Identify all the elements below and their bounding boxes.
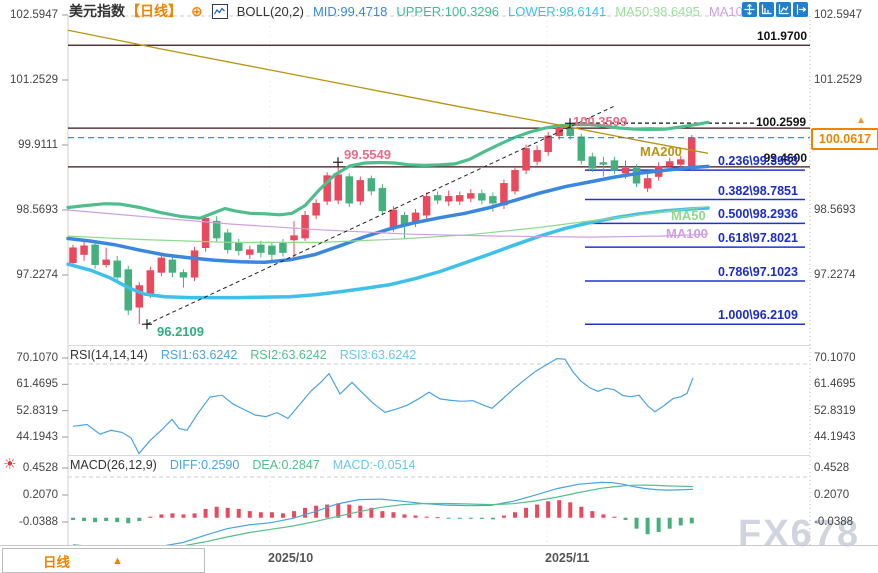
fib-label-1: 0.382\98.7851 (718, 183, 798, 198)
fib-label-4: 0.786\97.1023 (718, 265, 798, 280)
symbol-title: 美元指数 (69, 3, 125, 19)
rsi-axis-left-3: 44.1943 (16, 431, 58, 443)
macd-axis-left-0: 0.4528 (22, 462, 58, 474)
boll-lower-value: LOWER:98.6141 (508, 3, 607, 19)
scale-x-icon[interactable] (759, 2, 774, 17)
fib-label-3: 0.618\97.8021 (718, 231, 798, 246)
watermark: FX678 (738, 513, 860, 555)
chart-header: 美元指数 【日线】 ⊕ BOLL(20,2) MID:99.4718 UPPER:… (69, 1, 743, 21)
rsi-axis-left-1: 61.4695 (16, 378, 58, 391)
annotation-2: 100.3599 (573, 114, 628, 129)
macd-header: MACD(26,12,9) DIFF:0.2590 DEA:0.2847 MAC… (70, 458, 415, 472)
current-price-tag: 100.0617 (811, 127, 878, 150)
macd-axis-right-1: 0.2070 (814, 489, 850, 501)
add-indicator-icon[interactable]: ⊕ (191, 2, 203, 19)
sun-icon[interactable]: ☀ (3, 455, 17, 473)
month-label-0: 2025/10 (268, 551, 314, 565)
fib-label-2: 0.500\98.2936 (718, 207, 798, 222)
annotation-0: 96.2109 (157, 324, 204, 339)
fib-label-5: 1.000\96.2109 (718, 308, 798, 323)
macd-axis-right-0: 0.4528 (814, 462, 850, 474)
interval-tab-label: 日线 (43, 554, 70, 570)
level-label-2: 99.4600 (763, 150, 807, 165)
macd-diff-value: DIFF:0.2590 (169, 458, 240, 472)
boll-mid-value: MID:99.4718 (312, 3, 388, 19)
boll-upper-value: UPPER:100.3296 (396, 3, 499, 19)
annotation-3: MA200 (640, 144, 682, 159)
scale-y-icon[interactable] (776, 2, 791, 17)
rsi-axis-right-1: 61.4695 (814, 378, 856, 391)
indicator-chart-icon (211, 3, 228, 19)
price-axis-left-0: 102.5947 (10, 9, 58, 21)
rsi1-value: RSI1:63.6242 (160, 348, 238, 362)
time-axis-bar: 日线 ▲ (0, 545, 878, 573)
macd-axis-left-1: 0.2070 (22, 489, 58, 501)
fib-label-0: 0.236\99.3933 (718, 154, 798, 169)
rsi3-value: RSI3:63.6242 (339, 348, 417, 362)
rsi-title[interactable]: RSI(14,14,14) (70, 348, 148, 362)
rsi-axis-left-0: 70.1070 (16, 352, 58, 364)
macd-macd-value: MACD:-0.0514 (332, 458, 416, 472)
macd-axis-right-2: -0.0388 (814, 516, 854, 528)
price-axis-right-3: 97.2274 (814, 268, 856, 281)
interval-tab[interactable]: 日线 ▲ (2, 548, 205, 573)
price-axis-left-2: 99.9111 (18, 138, 58, 151)
level-label-1: 100.2599 (756, 115, 807, 130)
price-axis-right-0: 102.5947 (814, 9, 862, 21)
macd-dea-value: DEA:0.2847 (252, 458, 320, 472)
indicator-label[interactable]: BOLL(20,2) (236, 3, 304, 19)
annotation-4: MA50 (671, 208, 706, 223)
macd-axis-left-2: -0.0388 (18, 516, 58, 528)
rsi2-value: RSI2:63.6242 (250, 348, 327, 362)
price-axis-right-2: 98.5693 (814, 203, 856, 216)
price-axis-left-4: 97.2274 (16, 268, 58, 281)
price-axis-left-1: 101.2529 (10, 73, 58, 86)
ma10-label: MA10 (708, 3, 743, 19)
export-icon[interactable] (793, 2, 808, 17)
rsi-axis-left-2: 52.8319 (16, 404, 58, 417)
price-axis-right-1: 101.2529 (814, 73, 862, 86)
annotation-1: 99.5549 (344, 147, 391, 162)
macd-title[interactable]: MACD(26,12,9) (70, 458, 157, 472)
rsi-axis-right-0: 70.1070 (814, 352, 856, 364)
rsi-axis-right-3: 44.1943 (814, 431, 856, 443)
price-up-arrow-icon: ▲ (856, 114, 866, 126)
rsi-axis-right-2: 52.8319 (814, 404, 856, 417)
level-label-0: 101.9700 (756, 29, 807, 44)
annotation-5: MA100 (666, 226, 708, 241)
month-label-1: 2025/11 (545, 551, 590, 565)
rsi-header: RSI(14,14,14) RSI1:63.6242 RSI2:63.6242 … (70, 348, 416, 362)
pan-icon[interactable] (742, 2, 757, 17)
interval-tab-arrow-icon: ▲ (112, 554, 123, 567)
chart-toolbar (742, 2, 808, 17)
period-tag: 【日线】 (126, 3, 182, 19)
price-axis-left-3: 98.5693 (16, 203, 58, 216)
ma50-value: MA50:98.6495 (615, 3, 700, 19)
